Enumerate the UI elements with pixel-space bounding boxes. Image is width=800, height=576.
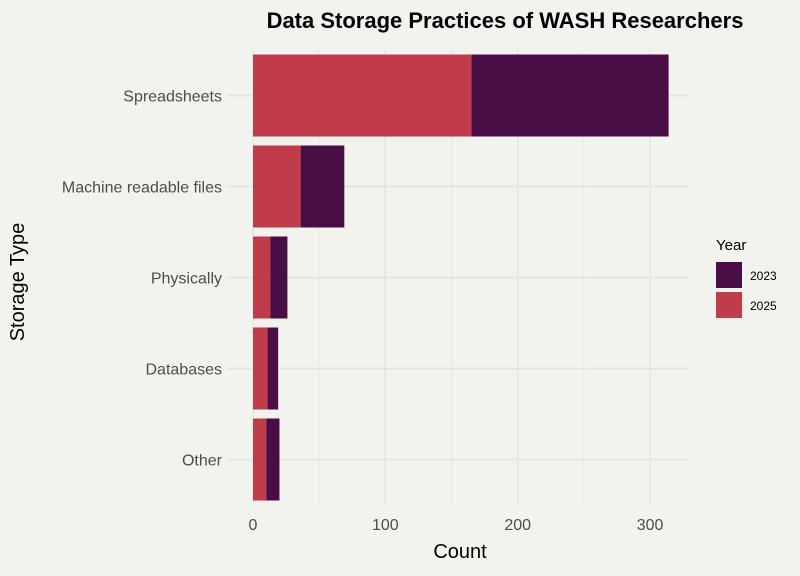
legend-title: Year — [716, 237, 746, 254]
bar-2023-other — [266, 418, 280, 501]
x-axis-label: Count — [433, 541, 487, 563]
bar-2025-databases — [253, 327, 268, 410]
bars — [253, 54, 669, 501]
bar-2025-spreadsheets — [253, 54, 472, 137]
bar-2023-physically — [270, 236, 288, 319]
y-tick-labels: Spreadsheets Machine readable files Physic… — [62, 89, 223, 470]
y-tick-label: Machine readable files — [62, 180, 222, 197]
x-tick-label: 300 — [637, 517, 664, 534]
legend-label: 2023 — [750, 269, 777, 283]
bar-2023-spreadsheets — [471, 54, 669, 137]
bar-2023-machine-readable-files — [300, 145, 345, 228]
x-tick-label: 0 — [249, 517, 258, 534]
x-tick-labels: 0 100 200 300 — [249, 517, 664, 534]
y-tick-label: Other — [182, 453, 223, 470]
x-tick-label: 200 — [504, 517, 531, 534]
x-tick-label: 100 — [372, 517, 399, 534]
bar-2025-machine-readable-files — [253, 145, 301, 228]
legend-swatch-2023 — [716, 262, 742, 288]
bar-2025-other — [253, 418, 267, 501]
bar-2023-databases — [267, 327, 279, 410]
y-tick-label: Databases — [146, 362, 223, 379]
chart-title: Data Storage Practices of WASH Researche… — [267, 8, 744, 33]
legend: Year 2023 2025 — [716, 237, 777, 318]
y-tick-label: Spreadsheets — [123, 89, 222, 106]
legend-swatch-2025 — [716, 292, 742, 318]
y-axis-label: Storage Type — [7, 223, 29, 342]
legend-label: 2025 — [750, 299, 777, 313]
bar-2025-physically — [253, 236, 271, 319]
y-tick-label: Physically — [151, 271, 222, 288]
